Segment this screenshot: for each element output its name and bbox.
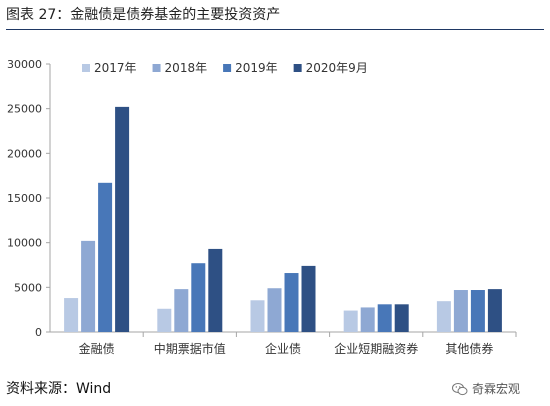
y-tick-label: 25000: [7, 103, 42, 116]
y-tick-label: 30000: [7, 58, 42, 71]
bar: [377, 304, 392, 332]
watermark: 奇霖宏观: [452, 380, 520, 397]
x-tick-label: 金融债: [79, 341, 115, 356]
wechat-icon: [452, 382, 468, 395]
bar: [487, 289, 502, 332]
bar: [115, 106, 130, 332]
bar: [81, 240, 96, 332]
x-tick-label: 其他债券: [445, 341, 493, 356]
bar: [98, 182, 113, 332]
legend-swatch: [223, 64, 232, 72]
bar: [267, 288, 282, 332]
bar: [436, 301, 451, 332]
x-tick-label: 企业债: [265, 341, 301, 356]
legend-swatch: [152, 64, 161, 72]
bar: [157, 308, 172, 332]
legend-label: 2018年: [165, 61, 208, 75]
bar: [301, 265, 316, 332]
y-tick-label: 10000: [7, 237, 42, 250]
x-tick-label: 企业短期融资券: [334, 341, 418, 356]
bar: [453, 290, 468, 332]
legend-swatch: [82, 64, 90, 72]
legend-label: 2020年9月: [306, 61, 368, 75]
axes: 0 5000 10000 15000 20000 25000 30000 金融债 中期票据市值 企…: [7, 58, 517, 356]
bar: [360, 307, 375, 332]
source-note: 资料来源：Wind: [6, 381, 112, 397]
legend-label: 2019年: [235, 61, 278, 75]
y-tick-label: 20000: [7, 147, 42, 160]
bar: [470, 290, 485, 332]
bars: [64, 106, 502, 332]
bar: [191, 263, 206, 332]
bar: [343, 310, 358, 332]
legend-swatch: [293, 64, 302, 72]
bar-chart: 0 5000 10000 15000 20000 25000 30000 金融债 中期票据市值 企…: [7, 58, 517, 356]
watermark-text: 奇霖宏观: [472, 382, 521, 396]
y-tick-label: 15000: [7, 192, 42, 205]
bar: [284, 273, 299, 332]
legend: 2017年 2018年 2019年 2020年9月: [82, 61, 368, 75]
y-tick-label: 0: [35, 326, 42, 339]
chart-title: 图表 27：金融债是债券基金的主要投资资产: [6, 4, 544, 30]
bar: [208, 248, 223, 332]
bar: [64, 298, 79, 332]
bar: [394, 304, 409, 332]
bar: [250, 300, 265, 332]
bar: [174, 289, 189, 332]
x-tick-label: 中期票据市值: [154, 341, 226, 356]
y-tick-label: 5000: [14, 281, 42, 294]
legend-label: 2017年: [94, 61, 137, 75]
